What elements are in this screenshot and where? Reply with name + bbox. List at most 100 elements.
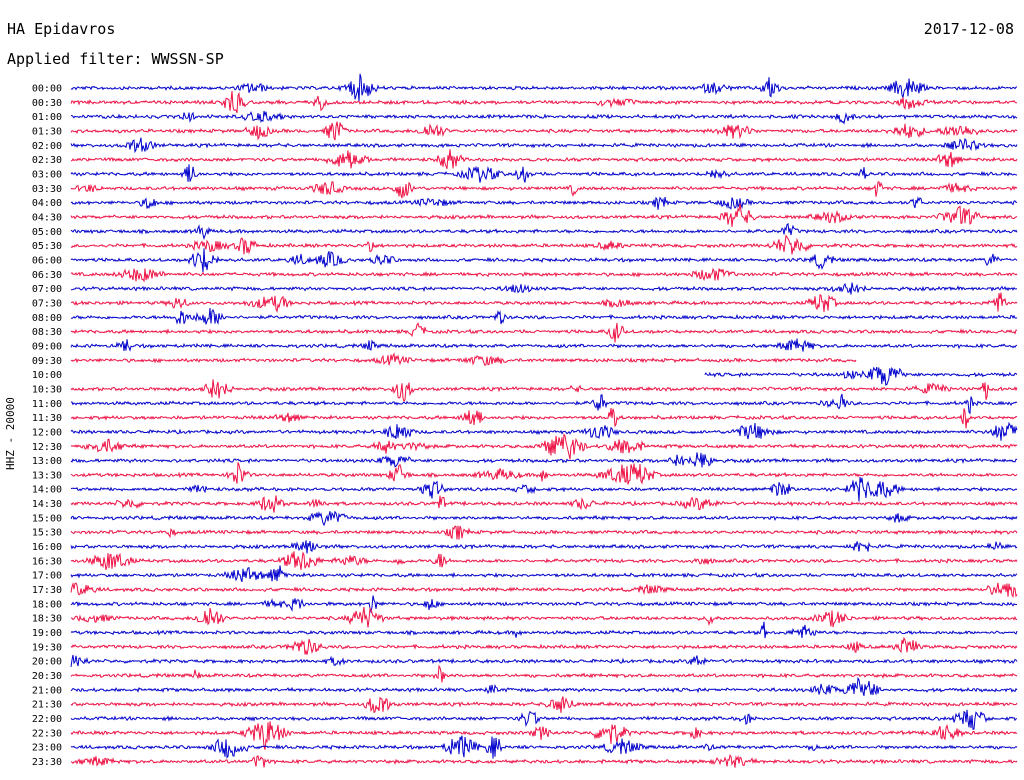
time-tick-1130: 11:30	[32, 413, 62, 424]
station-title: HA Epidavros	[7, 20, 116, 38]
date-label: 2017-12-08	[923, 20, 1014, 38]
time-tick-0230: 02:30	[32, 155, 62, 166]
time-tick-1330: 13:30	[32, 470, 62, 481]
time-tick-1700: 17:00	[32, 571, 62, 582]
time-tick-0600: 06:00	[32, 255, 62, 266]
time-tick-0830: 08:30	[32, 327, 62, 338]
trace-row-1600	[70, 540, 1018, 554]
time-tick-1030: 10:30	[32, 384, 62, 395]
time-tick-2230: 22:30	[32, 728, 62, 739]
time-tick-0700: 07:00	[32, 284, 62, 295]
time-tick-1600: 16:00	[32, 542, 62, 553]
time-tick-0930: 09:30	[32, 356, 62, 367]
trace-row-1700	[70, 565, 1018, 582]
trace-row-1400	[70, 476, 1018, 502]
time-tick-0800: 08:00	[32, 313, 62, 324]
time-tick-1800: 18:00	[32, 599, 62, 610]
time-tick-1300: 13:00	[32, 456, 62, 467]
time-tick-0530: 05:30	[32, 241, 62, 252]
time-tick-0000: 00:00	[32, 84, 62, 95]
trace-row-2100	[70, 676, 1018, 696]
trace-row-1630	[70, 551, 1018, 570]
time-tick-1100: 11:00	[32, 399, 62, 410]
trace-row-0700	[70, 282, 1017, 295]
trace-row-0900	[70, 338, 1018, 352]
time-tick-1900: 19:00	[32, 628, 62, 639]
time-tick-1530: 15:30	[32, 528, 62, 539]
time-tick-2200: 22:00	[32, 714, 62, 725]
time-tick-0900: 09:00	[32, 341, 62, 352]
trace-row-0330	[70, 181, 1018, 199]
time-tick-0200: 02:00	[32, 141, 62, 152]
time-tick-1230: 12:30	[32, 442, 62, 453]
trace-row-1530	[70, 525, 1018, 540]
trace-row-1900	[70, 621, 1018, 639]
trace-row-1500	[70, 510, 1018, 527]
trace-row-1330	[70, 462, 1018, 485]
trace-row-1430	[70, 495, 1018, 513]
trace-row-0600	[70, 248, 1018, 273]
time-tick-0400: 04:00	[32, 198, 62, 209]
trace-row-0530	[70, 234, 1018, 255]
trace-row-1130	[70, 408, 1018, 429]
trace-row-2200	[70, 709, 1018, 730]
time-tick-1200: 12:00	[32, 427, 62, 438]
time-tick-1430: 14:30	[32, 499, 62, 510]
time-tick-0100: 01:00	[32, 112, 62, 123]
trace-row-0130	[70, 121, 1018, 141]
trace-row-0800	[70, 307, 1018, 326]
time-tick-2330: 23:30	[32, 757, 62, 768]
time-tick-0430: 04:30	[32, 212, 62, 223]
trace-row-0030	[70, 90, 1018, 114]
time-tick-0330: 03:30	[32, 184, 62, 195]
time-tick-0300: 03:00	[32, 169, 62, 180]
trace-row-1830	[71, 606, 1018, 628]
trace-row-1930	[70, 636, 1018, 655]
time-tick-0630: 06:30	[32, 270, 62, 281]
trace-row-1000	[704, 366, 1018, 386]
time-tick-1500: 15:00	[32, 513, 62, 524]
trace-row-0100	[70, 110, 1018, 125]
trace-row-1730	[70, 581, 1018, 598]
trace-row-0300	[70, 164, 1018, 183]
trace-row-0500	[70, 222, 1018, 241]
time-tick-0130: 01:30	[32, 126, 62, 137]
trace-row-1030	[70, 379, 1018, 403]
time-tick-0730: 07:30	[32, 298, 62, 309]
trace-row-1230	[70, 433, 1018, 460]
trace-row-0730	[70, 292, 1018, 313]
time-tick-1400: 14:00	[32, 485, 62, 496]
trace-row-0230	[71, 149, 1018, 169]
time-tick-2100: 21:00	[32, 685, 62, 696]
seismic-traces	[70, 73, 1018, 768]
time-tick-2300: 23:00	[32, 743, 62, 754]
trace-row-0000	[70, 73, 1018, 102]
filter-label: Applied filter: WWSSN-SP	[7, 50, 224, 68]
trace-row-2130	[70, 696, 1018, 714]
time-tick-0500: 05:00	[32, 227, 62, 238]
trace-row-0930	[70, 352, 857, 367]
trace-row-2230	[70, 721, 1018, 750]
time-tick-1000: 10:00	[32, 370, 62, 381]
trace-row-0430	[70, 203, 1018, 227]
trace-row-2330	[70, 754, 1018, 768]
time-tick-1730: 17:30	[32, 585, 62, 596]
time-tick-1930: 19:30	[32, 642, 62, 653]
time-tick-1830: 18:30	[32, 614, 62, 625]
trace-row-0400	[70, 196, 1018, 210]
trace-row-1300	[70, 452, 1018, 468]
time-tick-1630: 16:30	[32, 556, 62, 567]
time-tick-labels: 00:00 00:30 01:00 01:30 02:00 02:30 03:00 03:30…	[32, 84, 62, 769]
trace-row-1800	[70, 595, 1018, 614]
trace-row-0630	[70, 267, 1018, 283]
trace-row-2030	[70, 664, 1018, 683]
trace-row-2000	[70, 654, 1018, 667]
time-tick-2030: 20:30	[32, 671, 62, 682]
trace-row-0200	[70, 137, 1018, 154]
trace-row-1100	[70, 393, 1018, 415]
trace-row-0830	[70, 322, 1018, 343]
time-tick-2000: 20:00	[32, 657, 62, 668]
trace-row-2300	[70, 735, 1018, 759]
time-tick-0030: 00:30	[32, 98, 62, 109]
